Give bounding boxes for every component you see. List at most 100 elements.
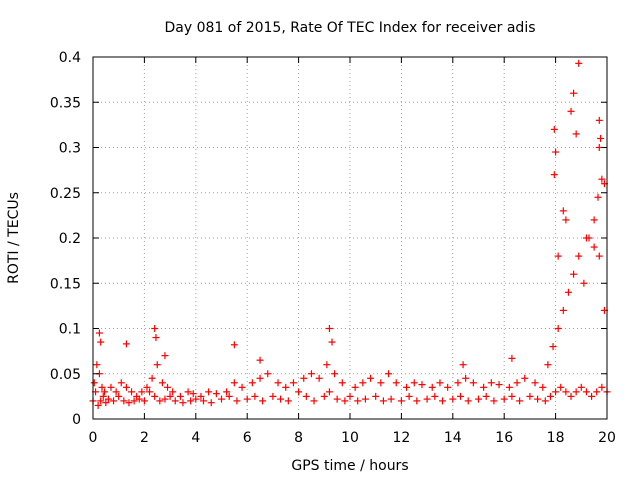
data-point [117,379,125,387]
data-point [122,383,130,391]
data-point [361,395,369,403]
data-point [98,383,106,391]
data-point [122,340,130,348]
data-point [176,392,184,400]
y-tick-label: 0.4 [59,50,81,66]
data-point [582,388,590,396]
data-point [328,338,336,346]
data-point [325,325,333,332]
data-point [230,379,238,387]
data-point [449,395,457,403]
data-point [205,388,213,396]
data-point [552,388,560,396]
y-tick-label: 0 [72,412,81,428]
data-point [282,383,290,391]
data-point [554,252,562,260]
data-point [490,397,498,405]
data-point [277,395,285,403]
data-point [572,130,580,138]
data-point [526,392,534,400]
data-point [598,175,606,183]
data-point [572,388,580,396]
data-point [570,89,578,97]
data-point [251,392,259,400]
data-point [377,379,385,387]
data-point [505,383,513,391]
y-axis: 0 0.05 0.1 0.15 0.2 0.25 0.3 0.35 0.4 [50,50,607,428]
data-point [595,252,603,260]
y-axis-title: ROTI / TECUs [6,192,22,284]
data-point [300,374,308,382]
data-point [457,392,465,400]
data-point [521,374,529,382]
data-point [575,59,583,67]
data-point [410,379,418,387]
x-tick-label: 10 [341,430,359,446]
data-point [554,325,562,332]
data-point [405,392,413,400]
data-point [140,397,148,405]
y-tick-label: 0.05 [50,367,81,383]
data-point [562,388,570,396]
data-point [552,148,560,156]
data-point [120,397,128,405]
y-tick-label: 0.3 [59,141,81,157]
data-point [513,379,521,387]
y-tick-label: 0.15 [50,276,81,292]
data-point [323,361,331,369]
data-point [151,392,159,400]
data-point [508,354,516,362]
data-point [590,216,598,224]
data-point [577,383,585,391]
data-point [482,392,490,400]
data-point [302,392,310,400]
data-point [567,107,575,115]
data-point [148,374,156,382]
data-point [431,392,439,400]
data-point [550,171,558,179]
data-point [598,383,606,391]
data-point [166,392,174,400]
data-point [230,341,238,349]
data-point [403,383,411,391]
data-point [197,392,205,400]
y-tick-label: 0.1 [59,322,81,338]
data-point [590,243,598,251]
data-point [307,370,315,378]
data-point [256,356,264,364]
data-point [284,397,292,405]
y-tick-label: 0.2 [59,231,81,247]
data-point [387,395,395,403]
data-point [454,379,462,387]
data-point [567,392,575,400]
x-axis: 0 2 4 6 8 10 12 14 16 18 20 [89,57,616,446]
data-point [200,397,208,405]
data-point [143,383,151,391]
data-point [475,395,482,403]
data-point [379,397,387,405]
data-point [495,381,503,389]
y-tick-label: 0.25 [50,186,81,202]
x-tick-label: 16 [495,430,513,446]
data-point [541,397,549,405]
data-point [595,116,603,124]
data-point [248,379,256,387]
data-point [459,361,467,369]
data-point [104,395,112,403]
grid [93,57,607,419]
data-point [146,388,154,396]
data-point [169,388,177,396]
data-point [359,379,367,387]
data-point [385,370,393,378]
data-point [444,383,452,391]
data-point [97,397,105,405]
data-point [223,388,231,396]
data-point [161,352,169,360]
data-point [90,379,98,387]
data-point [544,361,552,369]
data-point [289,379,297,387]
data-point [256,374,264,382]
data-point [338,379,346,387]
data-point [354,397,362,405]
data-point [164,383,172,391]
